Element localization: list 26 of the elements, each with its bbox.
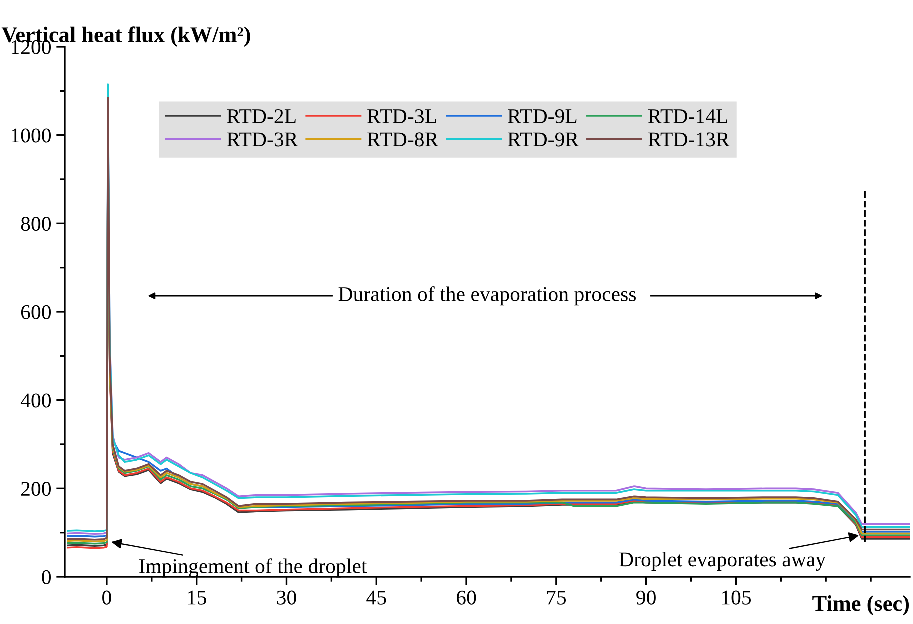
legend-label: RTD-13R [648,132,730,147]
x-axis-title: Time (sec) [812,596,910,616]
legend-label: RTD-9L [508,110,577,124]
x-tick-label: 0 [102,590,112,605]
y-tick-label: 200 [21,482,52,496]
y-tick-label: 0 [42,570,52,584]
x-tick-label: 75 [547,591,566,605]
annotation: Duration of the evaporation process [338,286,636,306]
x-tick-label: 15 [188,590,206,605]
legend-label: RTD-8R [368,132,439,147]
legend-label: RTD-14L [648,110,728,124]
x-tick-label: 30 [277,590,296,605]
legend-label: RTD-3L [368,110,436,124]
legend-label: RTD-2L [227,110,296,124]
y-tick-label: 800 [21,217,52,232]
x-tick-label: 90 [636,590,656,605]
y-tick-label: 1000 [12,128,52,143]
y-tick-label: 600 [21,305,52,320]
legend-label: RTD-3R [227,132,298,147]
y-tick-label: 400 [20,394,52,408]
annotation: Impingement of the droplet [139,558,368,578]
legend-label: RTD-9R [508,132,580,147]
x-tick-label: 45 [366,590,386,605]
x-tick-label: 60 [457,590,476,605]
x-tick-label: 105 [722,590,752,605]
annotation: Droplet evaporates away [620,552,826,572]
